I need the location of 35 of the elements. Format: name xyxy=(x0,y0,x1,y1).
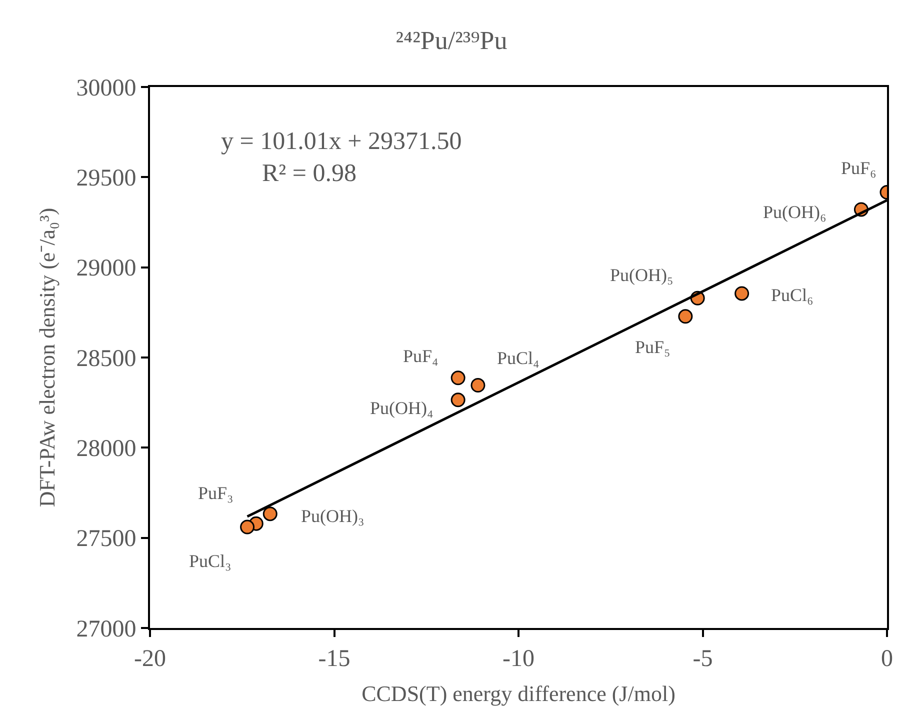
y-tick-label: 29500 xyxy=(76,166,136,192)
y-tick-label: 28500 xyxy=(76,346,136,372)
x-tick-label: -10 xyxy=(502,646,534,672)
x-tick-label: -5 xyxy=(692,646,713,672)
point xyxy=(734,286,750,301)
annotation: PuF₄ xyxy=(403,346,438,366)
y-tick-label: 30000 xyxy=(76,75,136,102)
annotation: PuF₃ xyxy=(198,483,234,503)
annotation: R² = 0.98 xyxy=(262,160,357,187)
annotation: PuF₆ xyxy=(841,158,876,178)
x-axis-title: CCDS(T) energy difference (J/mol) xyxy=(362,681,676,706)
y-axis-title: DFT-PAw electron density (e⁻/a₀³) xyxy=(34,208,60,508)
annotation: PuCl₃ xyxy=(189,551,232,571)
y-tick-label: 29000 xyxy=(76,256,136,282)
point xyxy=(450,392,466,408)
chart-title: ²⁴²Pu/²³⁹Pu xyxy=(396,26,508,55)
annotation: Pu(OH)₆ xyxy=(763,202,826,222)
point xyxy=(678,309,693,324)
annotation: PuCl₆ xyxy=(771,285,814,305)
y-tick-label: 27000 xyxy=(76,616,136,642)
y-tick-label: 28000 xyxy=(76,436,136,462)
annotation: Pu(OH)₅ xyxy=(610,265,674,285)
y-tick-label: 27500 xyxy=(76,526,136,552)
annotation: PuCl₄ xyxy=(497,348,540,368)
point xyxy=(262,506,278,522)
annotation: PuF₅ xyxy=(635,337,670,357)
x-tick-label: 0 xyxy=(881,646,893,672)
x-tick-label: -15 xyxy=(318,646,350,672)
annotation: Pu(OH)₃ xyxy=(301,506,364,526)
x-tick-label: -20 xyxy=(134,646,166,672)
annotation: Pu(OH)₄ xyxy=(370,398,434,418)
point xyxy=(450,370,466,386)
annotation: y = 101.01x + 29371.50 xyxy=(221,128,462,155)
point xyxy=(240,520,255,534)
point xyxy=(470,378,486,393)
